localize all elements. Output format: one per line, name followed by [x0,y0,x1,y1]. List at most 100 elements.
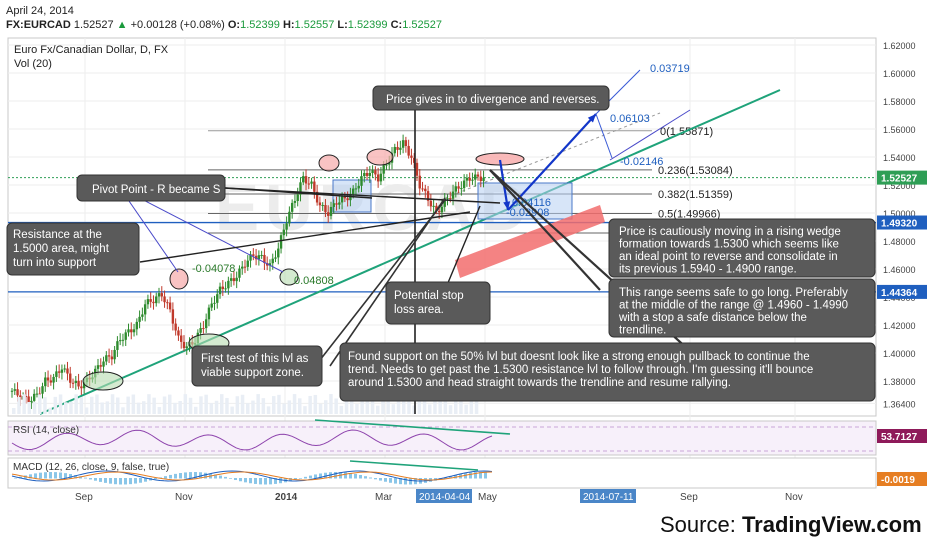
candle-body [302,176,305,183]
resistance-ellipse-3 [366,148,394,166]
candle-body [49,380,53,383]
header-symbol: FX:EURCAD [6,19,71,31]
macd-histogram-bar [409,478,412,485]
candle-body [105,355,108,362]
y-tick-label: 1.60000 [883,69,916,79]
candle-body [60,369,64,373]
candle-body [124,332,127,340]
support-ellipse-3 [279,268,299,286]
volume-bar [17,397,21,414]
volume-bar [136,402,141,414]
volume-bar [84,407,89,414]
volume-bar [266,406,271,414]
volume-bar [261,398,266,414]
volume-bar [391,404,396,414]
y-tick-label: 1.58000 [883,97,916,107]
volume-bar [298,398,302,414]
volume-bar [251,400,255,414]
volume-bar [272,396,276,414]
candle-body [451,191,455,199]
macd-histogram-bar [44,472,47,479]
macd-histogram-bar [84,477,87,479]
macd-histogram-bar [334,472,337,479]
volume-bar [381,395,385,414]
fib-level-label: 0.382(1.51359) [658,189,733,201]
annotation-box-range [608,278,876,338]
projection-label: 0.06103 [610,113,650,125]
candle-body [263,254,266,264]
volume-bar [396,399,401,414]
volume-bar [220,394,224,414]
y-tick-label: 1.56000 [883,125,916,135]
candle-body [202,328,205,330]
annotation-stop-loss: Potential stop loss area. [394,290,464,316]
callout-pointer [224,187,501,204]
candle-body [235,277,238,282]
candle-body [249,254,252,261]
candle-body [407,145,410,156]
volume-label: Vol (20) [14,58,52,70]
macd-histogram-bar [74,475,77,479]
volume-bar [292,394,297,414]
volume-bar [27,402,32,414]
macd-histogram-bar [34,473,37,479]
annotation-box-pullback [339,342,876,402]
volume-bar [422,395,427,414]
candle-body [335,203,338,205]
x-highlight-tag-2 [580,489,636,503]
macd-histogram-bar [474,472,477,479]
candle-body [44,377,47,387]
macd-histogram-bar [369,477,372,479]
candle-body [424,188,427,192]
macd-histogram-bar [259,478,262,485]
candle-body [357,185,360,189]
macd-histogram-bar [234,478,237,481]
macd-histogram-bar [214,474,217,479]
header-high: 1.52557 [294,19,335,31]
macd-histogram-bar [399,478,402,485]
volume-bar [95,394,99,414]
x-tick-label: Mar [375,492,393,503]
macd-histogram-bar [229,478,232,479]
candle-body [257,255,261,260]
macd-value: -0.0019 [881,475,915,486]
macd-histogram-bar [249,478,252,484]
macd-histogram-bar [109,478,112,484]
macd-histogram-bar [299,478,302,479]
projection-label: 0.04808 [294,275,334,287]
volume-bar [282,403,286,414]
y-tick-label: 1.50000 [883,209,916,219]
candle-body [315,191,319,203]
volume-bar [438,394,442,414]
candle-body [354,188,358,190]
candle-body [304,176,308,184]
macd-value-tag [877,472,927,486]
volume-bar [105,401,110,414]
candle-body [30,400,33,404]
macd-histogram-bar [239,478,242,482]
candle-body [468,177,471,181]
volume-bar [412,405,416,414]
candle-body [426,191,430,201]
candle-body [38,393,41,395]
rsi-pane [7,420,877,456]
header-open-label: O: [227,19,241,31]
macd-histogram-bar [349,473,352,479]
macd-histogram-bar [49,472,52,479]
candle-body [268,263,272,266]
candle-body [340,196,344,203]
volume-bar [360,399,364,414]
volume-bar [225,397,229,414]
candle-body [307,183,310,185]
volume-bar [147,394,151,414]
volume-bar [168,394,172,414]
annotation-range: This range seems safe to go long. Prefer… [618,287,848,337]
macd-histogram-bar [64,473,67,479]
candle-body [177,330,180,336]
candle-body [382,165,385,174]
macd-signal-line [11,471,493,481]
volume-bar [454,395,458,414]
candle-body [329,206,333,216]
macd-histogram-bar [344,472,347,479]
candle-body [69,373,72,383]
